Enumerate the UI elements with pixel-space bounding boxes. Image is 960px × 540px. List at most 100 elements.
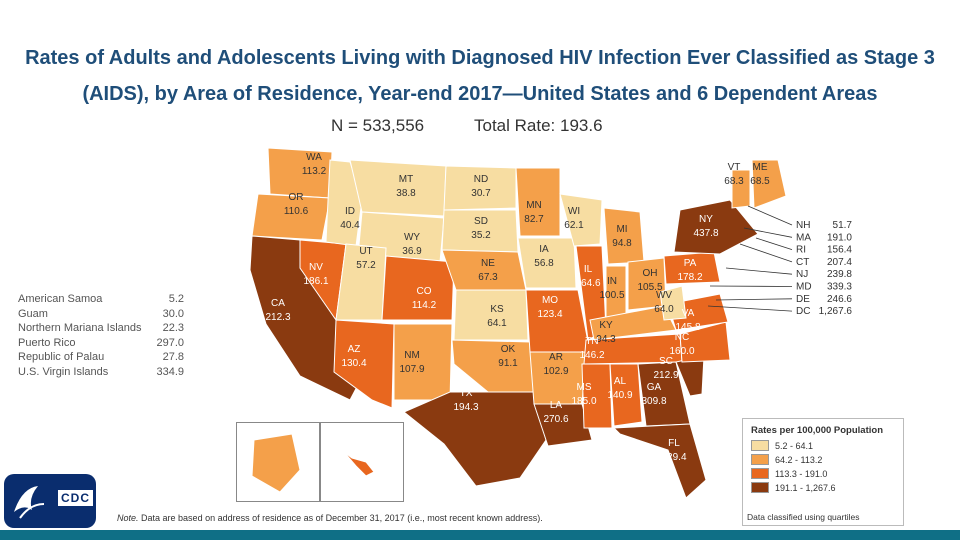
- state-abbr-nv: NV: [309, 262, 323, 273]
- state-abbr-sd: SD: [474, 216, 488, 227]
- state-rate-ok: 91.1: [498, 358, 518, 369]
- state-rate-wi: 62.1: [564, 220, 584, 231]
- callout-line-nh: [747, 205, 793, 226]
- state-abbr-mn: MN: [526, 200, 542, 211]
- dependent-area-name: American Samoa: [18, 293, 103, 305]
- state-rate-vt: 68.3: [724, 176, 744, 187]
- callout-line-de: [715, 298, 793, 301]
- state-ms: [581, 363, 613, 429]
- state-rate-az: 130.4: [341, 358, 366, 369]
- callout-line-ct: [739, 243, 793, 263]
- state-ny: [673, 199, 759, 255]
- state-rate-wy: 36.9: [402, 246, 422, 257]
- state-rate-ca: 212.3: [265, 312, 290, 323]
- legend-range-q1: 5.2 - 64.1: [775, 440, 814, 451]
- state-rate-nc: 160.0: [669, 346, 694, 357]
- callout-abbr-dc: DC: [796, 306, 810, 317]
- dependent-area-name: Republic of Palau: [18, 351, 105, 363]
- state-mi: [603, 207, 645, 265]
- legend-range-q4: 191.1 - 1,267.6: [775, 482, 836, 493]
- state-rate-la: 270.6: [543, 414, 568, 425]
- title-line-2: (AIDS), by Area of Residence, Year-end 2…: [82, 83, 878, 105]
- state-abbr-mi: MI: [616, 224, 627, 235]
- state-abbr-wa: WA: [306, 152, 322, 163]
- state-rate-pa: 178.2: [677, 272, 702, 283]
- callout-line-nj: [725, 267, 793, 275]
- state-rate-ks: 64.1: [487, 318, 507, 329]
- footnote: Note. Data are based on address of resid…: [117, 513, 543, 523]
- state-abbr-nc: NC: [675, 332, 689, 343]
- callout-line-ma: [743, 227, 793, 238]
- state-abbr-al: AL: [614, 376, 627, 387]
- callout-rate-dc: 1,267.6: [819, 306, 853, 317]
- state-abbr-tx: TX: [460, 388, 473, 399]
- cdc-logo-text: CDC: [58, 490, 93, 506]
- state-abbr-in: IN: [607, 276, 617, 287]
- state-me: [751, 159, 787, 209]
- note-label: Note.: [117, 513, 139, 523]
- state-rate-or: 110.6: [284, 206, 309, 217]
- state-rate-nd: 30.7: [471, 188, 491, 199]
- dependent-area-rate: 22.3: [162, 322, 184, 334]
- state-abbr-fl: FL: [668, 438, 680, 449]
- note-text: Data are based on address of residence a…: [141, 513, 543, 523]
- callout-abbr-ma: MA: [796, 232, 811, 243]
- hhs-cdc-logo: CDC: [4, 474, 96, 528]
- callout-line-ri: [755, 237, 793, 250]
- state-rate-sc: 212.9: [653, 370, 678, 381]
- callout-rate-md: 339.3: [827, 282, 852, 293]
- state-rate-ne: 67.3: [478, 272, 498, 283]
- state-abbr-ne: NE: [481, 258, 495, 269]
- state-hi: [343, 451, 375, 477]
- state-rate-va: 145.8: [675, 322, 700, 333]
- state-ak: [251, 433, 301, 493]
- state-abbr-oh: OH: [643, 268, 658, 279]
- state-ok: [451, 339, 535, 393]
- dependent-area-name: Northern Mariana Islands: [18, 322, 142, 334]
- state-az: [333, 319, 395, 409]
- legend-item-q1: 5.2 - 64.1: [751, 440, 903, 451]
- state-rate-mo: 123.4: [537, 309, 562, 320]
- state-rate-sd: 35.2: [471, 230, 491, 241]
- state-abbr-id: ID: [345, 206, 355, 217]
- state-fl: [612, 423, 707, 499]
- state-rate-tn: 146.2: [579, 350, 604, 361]
- state-rate-mt: 38.8: [396, 188, 416, 199]
- state-nd: [443, 165, 517, 211]
- dependent-area-row: Republic of Palau 27.8: [18, 350, 184, 365]
- state-abbr-co: CO: [417, 286, 432, 297]
- callout-rate-nh: 51.7: [833, 220, 853, 231]
- legend-range-q3: 113.3 - 191.0: [775, 468, 828, 479]
- state-ks: [453, 289, 529, 341]
- legend-footer: Data classified using quartiles: [747, 512, 860, 522]
- state-abbr-ok: OK: [501, 344, 516, 355]
- state-abbr-vt: VT: [728, 162, 741, 173]
- state-rate-ut: 57.2: [356, 260, 376, 271]
- state-abbr-me: ME: [753, 162, 768, 173]
- callout-abbr-ri: RI: [796, 245, 806, 256]
- state-rate-in: 100.5: [599, 290, 624, 301]
- state-vt: [731, 169, 751, 209]
- state-co: [381, 255, 455, 321]
- total-rate-label: Total Rate: 193.6: [474, 116, 603, 135]
- legend-swatch-q3: [751, 468, 769, 479]
- callout-rate-ct: 207.4: [827, 257, 852, 268]
- state-nc: [679, 321, 731, 363]
- legend-item-q4: 191.1 - 1,267.6: [751, 482, 903, 493]
- callout-abbr-de: DE: [796, 294, 810, 305]
- state-abbr-va: VA: [682, 308, 695, 319]
- state-rate-mn: 82.7: [524, 214, 544, 225]
- dependent-area-rate: 30.0: [162, 307, 184, 320]
- state-rate-ky: 94.3: [596, 334, 616, 345]
- callout-rate-ma: 191.0: [827, 232, 852, 243]
- state-tx: [403, 391, 547, 487]
- state-abbr-wv: WV: [656, 290, 672, 301]
- state-abbr-ia: IA: [539, 244, 549, 255]
- chart-title: Rates of Adults and Adolescents Living w…: [0, 40, 960, 112]
- legend-range-q2: 64.2 - 113.2: [775, 454, 823, 465]
- hhs-eagle-icon: [14, 486, 45, 519]
- state-ne: [441, 249, 527, 291]
- state-rate-fl: 329.4: [661, 452, 686, 463]
- state-rate-mi: 94.8: [612, 238, 632, 249]
- state-mn: [515, 167, 561, 237]
